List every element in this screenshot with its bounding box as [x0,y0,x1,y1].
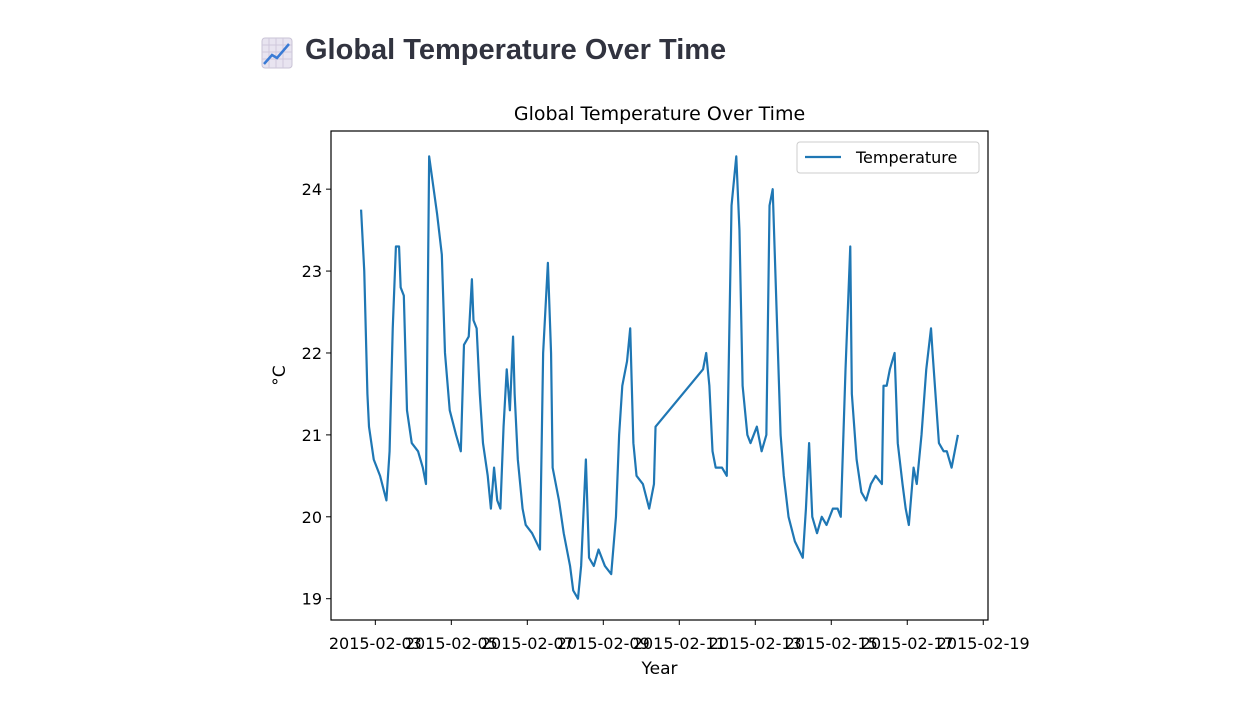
y-axis-label: °C [270,365,290,385]
y-tick-label: 22 [302,344,322,363]
x-tick-label: 2015-02-19 [937,634,1030,653]
legend-box [796,141,980,174]
y-tick-label: 24 [302,180,322,199]
chart-emoji-icon [261,37,293,69]
x-tick-label: 2015-02-17 [861,634,954,653]
chart-title: Global Temperature Over Time [514,103,805,125]
y-tick-label: 20 [302,508,322,527]
x-tick-label: 2015-02-11 [633,634,726,653]
plot-frame [330,130,989,621]
y-tick-label: 21 [302,426,322,445]
temperature-line [359,155,959,600]
x-tick-label: 2015-02-05 [405,634,498,653]
y-tick-label: 23 [302,262,322,281]
x-tick-label: 2015-02-09 [557,634,650,653]
x-tick-label: 2015-02-03 [329,634,422,653]
x-tick-label: 2015-02-15 [785,634,878,653]
y-tick-label: 19 [302,590,322,609]
x-axis-label: Year [641,659,678,679]
x-tick-label: 2015-02-07 [481,634,574,653]
legend-label: Temperature [855,148,957,167]
x-tick-label: 2015-02-13 [709,634,802,653]
page-title: Global Temperature Over Time [305,34,727,66]
